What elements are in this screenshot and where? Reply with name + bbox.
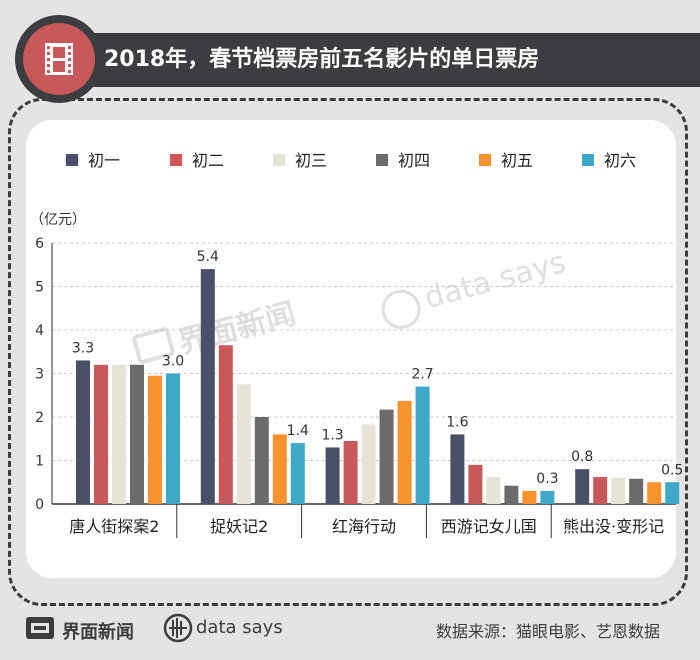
bar: [290, 443, 305, 504]
bar: [468, 464, 483, 504]
x-tick-label: 熊出没·变形记: [563, 517, 664, 536]
legend-label: 初三: [295, 151, 327, 170]
data-label: 0.3: [536, 471, 558, 487]
bar: [218, 345, 233, 504]
x-tick-label: 西游记女儿国: [441, 517, 537, 536]
bar: [325, 447, 340, 504]
bar: [540, 490, 555, 504]
legend-label: 初一: [88, 151, 120, 170]
bar: [522, 490, 537, 504]
film-icon: [45, 43, 73, 75]
y-axis-unit: （亿元）: [30, 212, 86, 228]
y-tick-label: 1: [35, 454, 44, 470]
bar: [665, 482, 680, 504]
bar: [343, 440, 358, 504]
watermark-right: data says: [421, 245, 570, 316]
data-source: 数据来源：猫眼电影、艺恩数据: [435, 622, 660, 641]
bar: [575, 469, 590, 504]
data-label: 3.3: [72, 340, 94, 356]
film-icon-circle: [23, 23, 95, 95]
legend-label: 初二: [192, 151, 224, 170]
bar: [397, 400, 412, 504]
footer-data-says: data says: [196, 617, 283, 638]
watermark-ds-icon: [381, 289, 421, 329]
data-label: 0.5: [661, 462, 683, 478]
page-title: 2018年，春节档票房前五名影片的单日票房: [104, 47, 540, 72]
film-icon-badge: [15, 15, 103, 103]
footer-logo-text: 界面新闻: [62, 622, 134, 643]
bar: [148, 375, 162, 504]
y-tick-label: 3: [35, 367, 44, 383]
data-label: 5.4: [197, 249, 219, 265]
bar: [647, 482, 662, 504]
bar: [450, 434, 465, 504]
y-tick-label: 6: [35, 236, 44, 252]
bar: [486, 477, 501, 504]
data-label: 0.8: [571, 449, 593, 465]
bar: [272, 434, 287, 504]
x-tick-label: 红海行动: [332, 517, 396, 536]
legend-swatch: [273, 154, 285, 166]
bar: [94, 364, 108, 504]
bar: [504, 485, 519, 504]
bar: [593, 477, 608, 504]
legend-swatch: [376, 154, 388, 166]
bar: [629, 478, 644, 504]
title-bar: 2018年，春节档票房前五名影片的单日票房: [60, 33, 700, 87]
bar: [361, 424, 376, 504]
data-label: 1.4: [287, 423, 309, 439]
data-label: 1.3: [321, 427, 343, 443]
bar: [254, 417, 269, 504]
y-tick-label: 0: [35, 497, 44, 513]
legend-label: 初五: [501, 151, 533, 170]
bar: [379, 409, 394, 504]
legend-label: 初六: [604, 151, 636, 170]
dashed-frame: [8, 98, 688, 606]
bar: [76, 360, 90, 504]
legend-swatch: [170, 154, 182, 166]
bar: [415, 386, 430, 504]
data-says-logo-icon: [163, 613, 193, 643]
bar: [611, 477, 626, 504]
bar: [236, 384, 251, 504]
bar: [166, 373, 180, 504]
watermark-logo-icon: [132, 327, 175, 364]
bar: [130, 364, 144, 504]
data-label: 3.0: [162, 354, 184, 370]
jiemian-logo-icon: [26, 617, 54, 639]
data-label: 1.6: [446, 414, 468, 430]
y-tick-label: 5: [35, 280, 44, 296]
y-tick-label: 4: [35, 323, 44, 339]
data-label: 2.7: [411, 367, 433, 383]
legend-swatch: [479, 154, 491, 166]
bar: [200, 269, 215, 504]
x-tick-label: 捉妖记2: [210, 517, 268, 536]
watermark-left: 界面新闻: [175, 296, 300, 361]
legend-swatch: [66, 154, 78, 166]
legend-label: 初四: [398, 151, 430, 170]
legend-swatch: [582, 154, 594, 166]
x-tick-label: 唐人街探案2: [69, 517, 159, 536]
y-tick-label: 2: [35, 410, 44, 426]
bar: [112, 364, 126, 504]
